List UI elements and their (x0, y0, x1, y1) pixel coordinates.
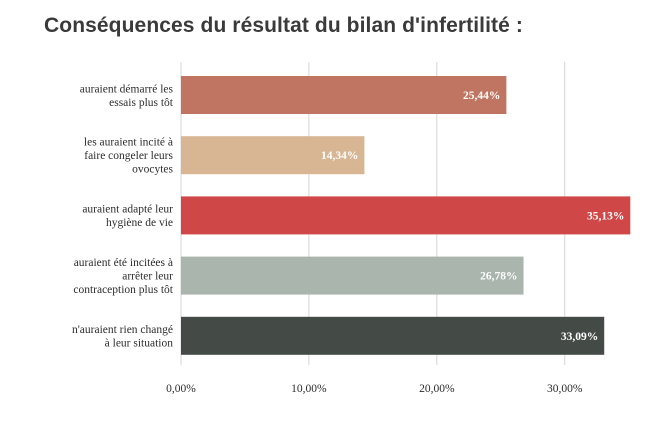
bar (181, 136, 365, 175)
category-label-line: les auraient incité à (84, 137, 173, 149)
category-label-line: n'auraient rien changé (72, 324, 173, 336)
category-label-line: à leur situation (105, 338, 174, 350)
data-label: 35,13% (587, 210, 624, 222)
category-label-line: auraient démarré les (80, 83, 174, 95)
category-label-line: faire congeler leurs (84, 150, 173, 162)
bar (181, 196, 631, 235)
x-tick-label: 0,00% (166, 383, 196, 395)
category-label: auraient été incitées à arrêter leur contr… (73, 257, 173, 296)
x-axis-ticks: 0,00% 10,00% 20,00% 30,00% (166, 383, 583, 395)
data-label: 14,34% (321, 150, 358, 162)
category-label: n'auraient rien changé à leur situation (72, 324, 173, 350)
category-label-line: essais plus tôt (109, 97, 174, 109)
data-label: 26,78% (480, 271, 517, 283)
category-label-line: contraception plus tôt (73, 284, 173, 296)
bar (181, 256, 524, 295)
category-label-line: auraient adapté leur (82, 204, 173, 216)
category-label: auraient adapté leur hygiène de vie (82, 204, 173, 230)
bar (181, 76, 507, 114)
category-label-line: auraient été incitées à (74, 257, 173, 269)
category-label-line: arrêter leur (122, 271, 173, 283)
bar (181, 316, 605, 355)
category-labels: auraient démarré les essais plus tôt les a… (72, 83, 174, 349)
category-label-line: ovocytes (132, 164, 173, 176)
data-label: 33,09% (561, 331, 598, 343)
category-label: les auraient incité à faire congeler leur… (84, 137, 174, 176)
chart-title: Conséquences du résultat du bilan d'infe… (44, 14, 523, 37)
data-label: 25,44% (463, 90, 500, 102)
x-tick-label: 30,00% (547, 383, 583, 395)
bars: 25,44% 14,34% 35,13% 26,78% 33,09% (181, 76, 631, 355)
category-label: auraient démarré les essais plus tôt (80, 83, 174, 109)
x-tick-label: 10,00% (291, 383, 327, 395)
category-label-line: hygiène de vie (106, 217, 173, 229)
x-tick-label: 20,00% (419, 383, 455, 395)
